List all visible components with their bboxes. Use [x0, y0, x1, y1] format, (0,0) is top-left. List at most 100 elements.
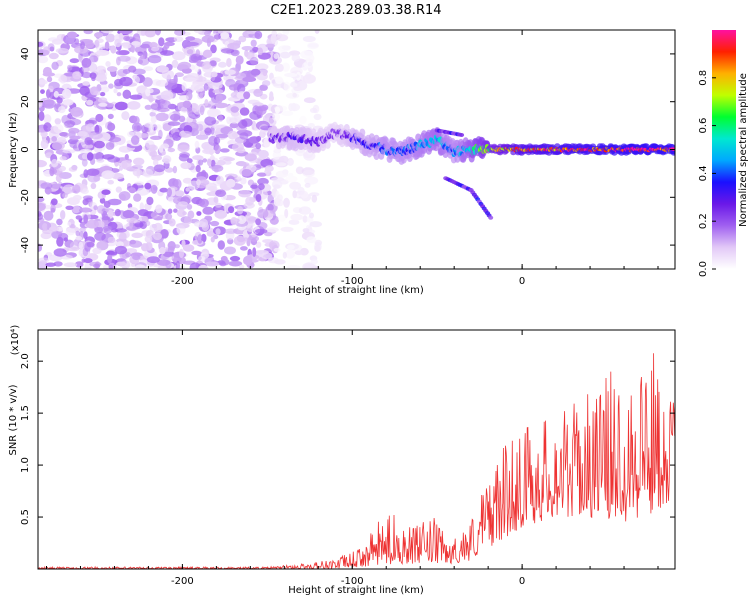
heatmap-cell — [133, 75, 141, 84]
heatmap-cell — [174, 179, 182, 189]
heatmap-cell — [194, 140, 200, 149]
heatmap-cell — [274, 259, 286, 265]
heatmap-cell — [192, 155, 204, 161]
heatmap-cell — [50, 207, 56, 213]
heatmap-cell — [51, 136, 57, 142]
heatmap-cell — [194, 84, 206, 92]
heatmap-cell — [243, 237, 249, 242]
heatmap-cell — [309, 221, 323, 228]
heatmap-cell — [249, 56, 259, 65]
heatmap-cell — [167, 121, 181, 126]
heatmap-cell — [102, 154, 115, 160]
heatmap-cell — [224, 69, 236, 75]
heatmap-cell — [43, 122, 52, 132]
x-tick-label: -100 — [341, 576, 364, 587]
heatmap-cell — [151, 46, 160, 52]
snr-plot-area — [38, 330, 675, 569]
heatmap-cell — [177, 144, 190, 153]
heatmap-cell — [72, 184, 81, 194]
heatmap-cell — [220, 148, 230, 153]
heatmap-cell — [121, 160, 132, 170]
y-tick-label: 40 — [20, 48, 31, 61]
heatmap-cell — [210, 236, 215, 243]
heatmap-cell — [167, 208, 173, 214]
heatmap-cell — [272, 112, 281, 122]
heatmap-cell — [75, 215, 83, 220]
colorbar-tick-label: 0.2 — [698, 213, 709, 229]
heatmap-cell — [75, 230, 81, 237]
heatmap-cell — [82, 81, 90, 86]
colorbar-label: Normalized spectral amplitude — [738, 73, 749, 227]
heatmap-cell — [79, 85, 90, 96]
heatmap-cell — [111, 172, 124, 180]
heatmap-cell — [217, 240, 225, 250]
heatmap-cell — [160, 90, 174, 101]
heatmap-cell — [69, 58, 80, 64]
heatmap-cell — [58, 106, 66, 114]
heatmap-cell — [125, 36, 136, 42]
heatmap-cell — [103, 200, 111, 208]
heatmap-cell — [315, 145, 322, 154]
heatmap-cell — [115, 186, 122, 193]
heatmap-cell — [117, 55, 131, 62]
heatmap-cell — [54, 118, 61, 125]
heatmap-cell — [202, 158, 208, 163]
heatmap-cell — [201, 35, 215, 43]
heatmap-cell — [488, 215, 494, 220]
heatmap-cell — [170, 113, 181, 122]
heatmap-cell — [280, 226, 294, 232]
heatmap-cell — [85, 123, 96, 132]
heatmap-cell — [134, 222, 144, 228]
heatmap-cell — [255, 142, 262, 150]
heatmap-cell — [114, 245, 127, 255]
heatmap-cell — [144, 235, 153, 243]
heatmap-cell — [38, 257, 50, 263]
heatmap-cell — [42, 66, 52, 77]
heatmap-cell — [128, 219, 134, 229]
heatmap-cell — [250, 184, 258, 189]
heatmap-cell — [324, 140, 331, 149]
heatmap-cell — [99, 197, 106, 204]
heatmap-cell — [204, 30, 211, 37]
heatmap-cell — [288, 172, 294, 179]
heatmap-cell — [107, 198, 122, 206]
heatmap-cell — [119, 232, 127, 242]
heatmap-cell — [310, 259, 318, 265]
heatmap-cell — [38, 202, 46, 212]
heatmap-cell — [189, 262, 201, 269]
heatmap-cell — [191, 103, 198, 113]
heatmap-cell — [105, 142, 115, 150]
heatmap-cell — [207, 100, 215, 110]
heatmap-cell — [51, 141, 65, 151]
heatmap-cell — [257, 209, 269, 219]
heatmap-cell — [38, 111, 45, 122]
heatmap-cell — [178, 130, 193, 138]
heatmap-cell — [250, 39, 257, 47]
heatmap-cell — [246, 227, 255, 232]
heatmap-cell — [63, 262, 78, 268]
heatmap-cell — [155, 112, 169, 122]
heatmap-cell — [159, 246, 166, 255]
heatmap-cell — [55, 47, 69, 54]
heatmap-cell — [243, 255, 253, 266]
heatmap-cell — [228, 206, 235, 214]
heatmap-cell — [232, 142, 244, 152]
heatmap-cell — [38, 99, 43, 108]
heatmap-cell — [282, 169, 289, 175]
heatmap-cell — [241, 46, 254, 51]
heatmap-cell — [127, 101, 141, 110]
heatmap-cell — [229, 255, 241, 262]
heatmap-cell — [77, 131, 88, 137]
heatmap-cell — [228, 260, 243, 267]
heatmap-cell — [105, 61, 111, 67]
heatmap-cell — [255, 194, 262, 202]
x-tick-label: -100 — [341, 276, 364, 287]
heatmap-cell — [144, 30, 156, 38]
heatmap-cell — [275, 76, 284, 85]
heatmap-cell — [150, 115, 157, 124]
heatmap-cell — [256, 172, 267, 177]
heatmap-cell — [168, 218, 176, 227]
heatmap-cell — [215, 189, 227, 197]
heatmap-cell — [173, 208, 178, 213]
colorbar-tick-label: 0.0 — [698, 261, 709, 277]
